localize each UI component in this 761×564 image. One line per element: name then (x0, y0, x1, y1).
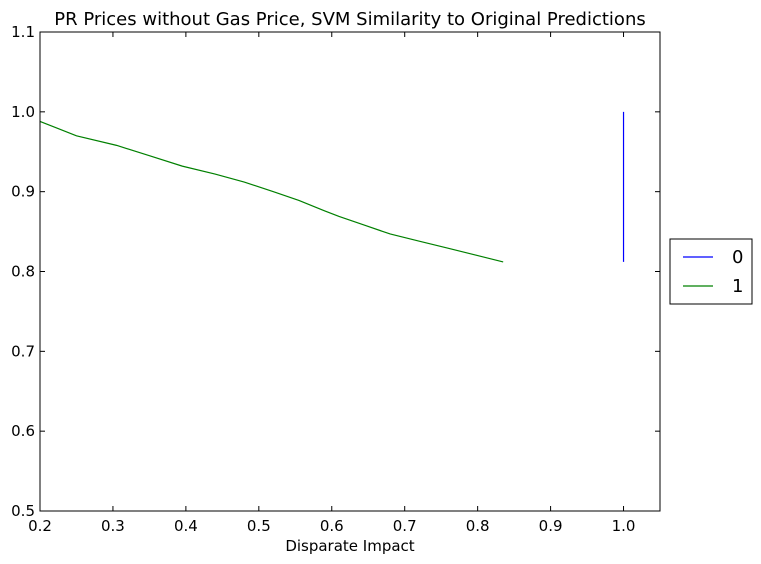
x-tick-label: 1.0 (612, 517, 636, 535)
y-tick-label: 0.6 (11, 422, 35, 440)
x-tick-label: 0.5 (247, 517, 271, 535)
y-tick-label: 0.9 (11, 183, 35, 201)
x-tick-label: 0.7 (393, 517, 417, 535)
x-tick-label: 0.3 (101, 517, 125, 535)
y-tick-label: 1.0 (11, 103, 35, 121)
chart-title: PR Prices without Gas Price, SVM Similar… (54, 9, 645, 30)
x-tick-label: 0.4 (174, 517, 198, 535)
y-tick-label: 1.1 (11, 23, 35, 41)
x-tick-label: 0.2 (28, 517, 52, 535)
series-1-line (39, 120, 504, 263)
y-tick-label: 0.5 (11, 502, 35, 520)
x-tick-label: 0.9 (539, 517, 563, 535)
y-tick-label: 0.8 (11, 263, 35, 281)
x-tick-label: 0.6 (320, 517, 344, 535)
legend-box (669, 238, 753, 305)
x-axis-label: Disparate Impact (285, 537, 414, 555)
legend-label-1: 1 (732, 276, 743, 297)
legend-label-0: 0 (732, 247, 743, 268)
plot-area-frame (39, 31, 661, 512)
legend: 01 (669, 238, 753, 305)
axis-ticks: 0.2 0.3 0.4 0.5 0.6 0.7 0.8 0.9 1.0 0.5 0.6 0.7 0.8 0… (11, 23, 660, 535)
y-tick-label: 0.7 (11, 342, 35, 360)
series-layer (39, 111, 625, 263)
x-tick-label: 0.8 (466, 517, 490, 535)
